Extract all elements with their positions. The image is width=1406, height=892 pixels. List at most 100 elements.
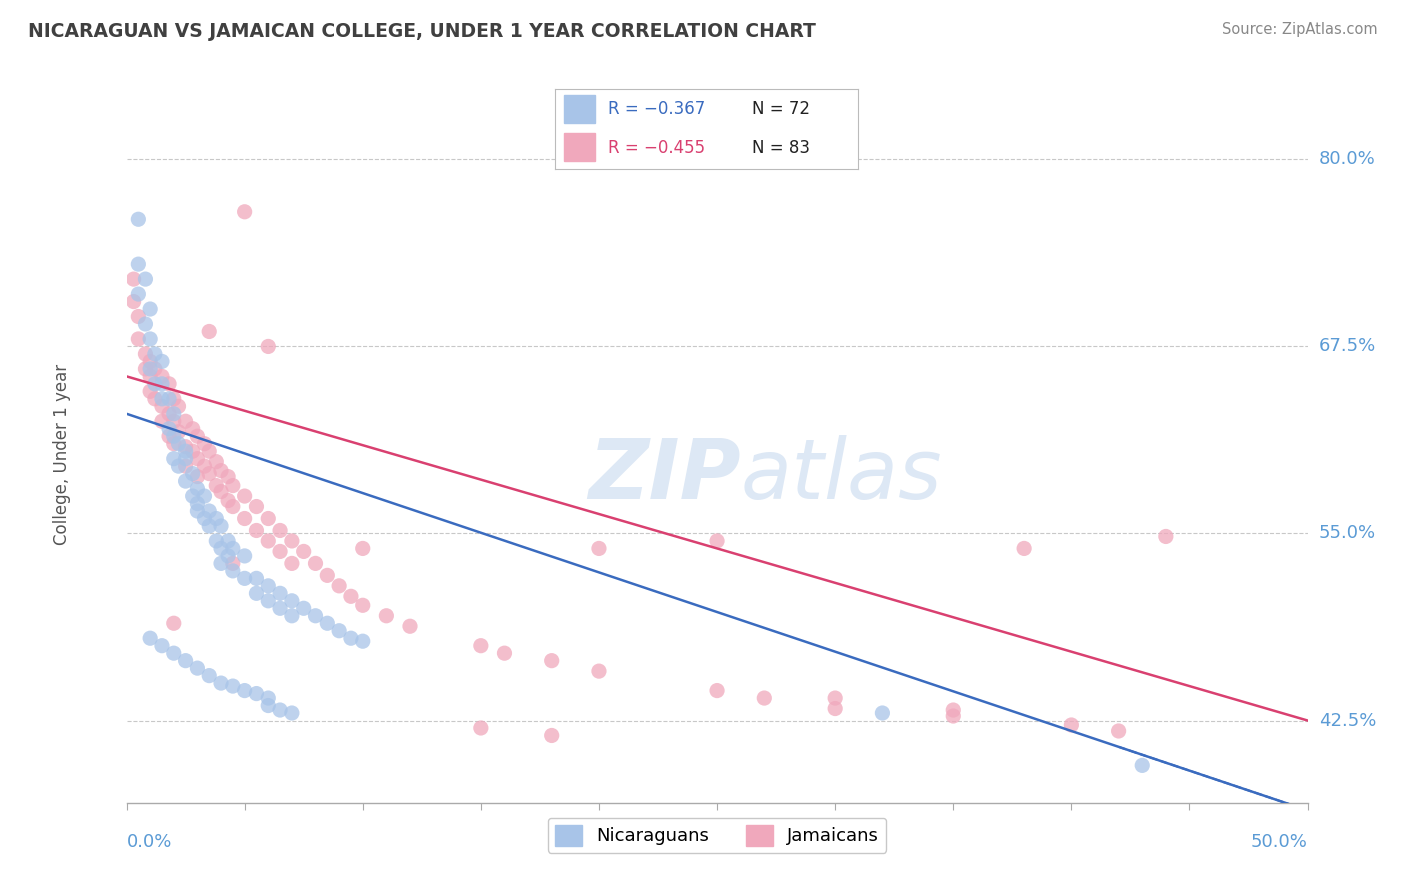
Point xyxy=(754,691,776,706)
Point xyxy=(174,440,197,454)
Point xyxy=(824,691,846,706)
Point xyxy=(122,294,145,309)
Point xyxy=(222,478,245,492)
Point xyxy=(257,511,280,525)
Point xyxy=(150,639,173,653)
Point xyxy=(181,467,204,481)
Point xyxy=(157,429,180,443)
Point xyxy=(1130,758,1153,772)
Point xyxy=(352,599,374,613)
Point xyxy=(174,459,197,474)
Point xyxy=(588,541,610,556)
Point xyxy=(186,469,208,483)
Point xyxy=(872,706,894,720)
Point xyxy=(193,459,215,474)
Point xyxy=(540,729,562,743)
Point xyxy=(257,339,280,353)
Point xyxy=(209,464,232,478)
Point xyxy=(222,500,245,514)
Text: 0.0%: 0.0% xyxy=(127,833,172,851)
Point xyxy=(150,399,173,413)
Text: 42.5%: 42.5% xyxy=(1319,712,1376,730)
Point xyxy=(205,455,228,469)
Point xyxy=(193,489,215,503)
Point xyxy=(233,549,256,563)
Point xyxy=(340,631,363,645)
Point xyxy=(198,325,221,339)
Point xyxy=(174,654,197,668)
Point xyxy=(174,444,197,458)
Point xyxy=(167,436,190,450)
Point xyxy=(167,399,190,413)
Point xyxy=(150,354,173,368)
Point xyxy=(217,533,239,548)
Point xyxy=(150,392,173,406)
Point xyxy=(222,564,245,578)
Point xyxy=(281,533,304,548)
Point xyxy=(352,634,374,648)
Point xyxy=(209,676,232,690)
Text: 80.0%: 80.0% xyxy=(1319,151,1375,169)
Point xyxy=(269,524,291,538)
Point xyxy=(181,444,204,458)
Point xyxy=(163,429,186,443)
Point xyxy=(281,594,304,608)
Point xyxy=(143,347,166,361)
Text: NICARAGUAN VS JAMAICAN COLLEGE, UNDER 1 YEAR CORRELATION CHART: NICARAGUAN VS JAMAICAN COLLEGE, UNDER 1 … xyxy=(28,22,815,41)
Point xyxy=(150,414,173,428)
Point xyxy=(706,683,728,698)
Point xyxy=(257,691,280,706)
Point xyxy=(167,459,190,474)
Text: R = −0.367: R = −0.367 xyxy=(609,100,706,119)
Point xyxy=(139,354,162,368)
Point xyxy=(122,272,145,286)
Point xyxy=(494,646,516,660)
Point xyxy=(292,601,315,615)
Point xyxy=(942,709,965,723)
Point xyxy=(281,706,304,720)
Text: atlas: atlas xyxy=(741,435,942,516)
Point xyxy=(257,579,280,593)
Point xyxy=(139,362,162,376)
Point xyxy=(304,557,326,571)
Point xyxy=(157,376,180,391)
Text: ZIP: ZIP xyxy=(588,435,741,516)
Point xyxy=(222,557,245,571)
Point xyxy=(186,504,208,518)
Point xyxy=(340,590,363,604)
Point xyxy=(269,601,291,615)
Point xyxy=(163,392,186,406)
Point xyxy=(198,467,221,481)
Point xyxy=(186,451,208,466)
Point xyxy=(233,511,256,525)
Point xyxy=(127,310,149,324)
Point xyxy=(163,616,186,631)
Point xyxy=(217,469,239,483)
Point xyxy=(316,616,339,631)
Point xyxy=(217,493,239,508)
Point xyxy=(163,414,186,428)
Text: R = −0.455: R = −0.455 xyxy=(609,139,706,157)
Point xyxy=(352,541,374,556)
Point xyxy=(186,482,208,496)
Point xyxy=(139,631,162,645)
Point xyxy=(186,661,208,675)
Point xyxy=(193,511,215,525)
Point xyxy=(1154,529,1177,543)
Point xyxy=(540,654,562,668)
Point xyxy=(209,541,232,556)
Point xyxy=(174,414,197,428)
Point xyxy=(1108,723,1130,738)
Text: College, Under 1 year: College, Under 1 year xyxy=(52,364,70,546)
Point xyxy=(167,425,190,439)
Point xyxy=(824,701,846,715)
Point xyxy=(186,497,208,511)
Point xyxy=(205,478,228,492)
Text: 55.0%: 55.0% xyxy=(1319,524,1376,542)
Point xyxy=(198,519,221,533)
Bar xyxy=(564,133,595,161)
Point xyxy=(245,687,267,701)
Point xyxy=(316,568,339,582)
Point xyxy=(222,541,245,556)
Point xyxy=(304,608,326,623)
